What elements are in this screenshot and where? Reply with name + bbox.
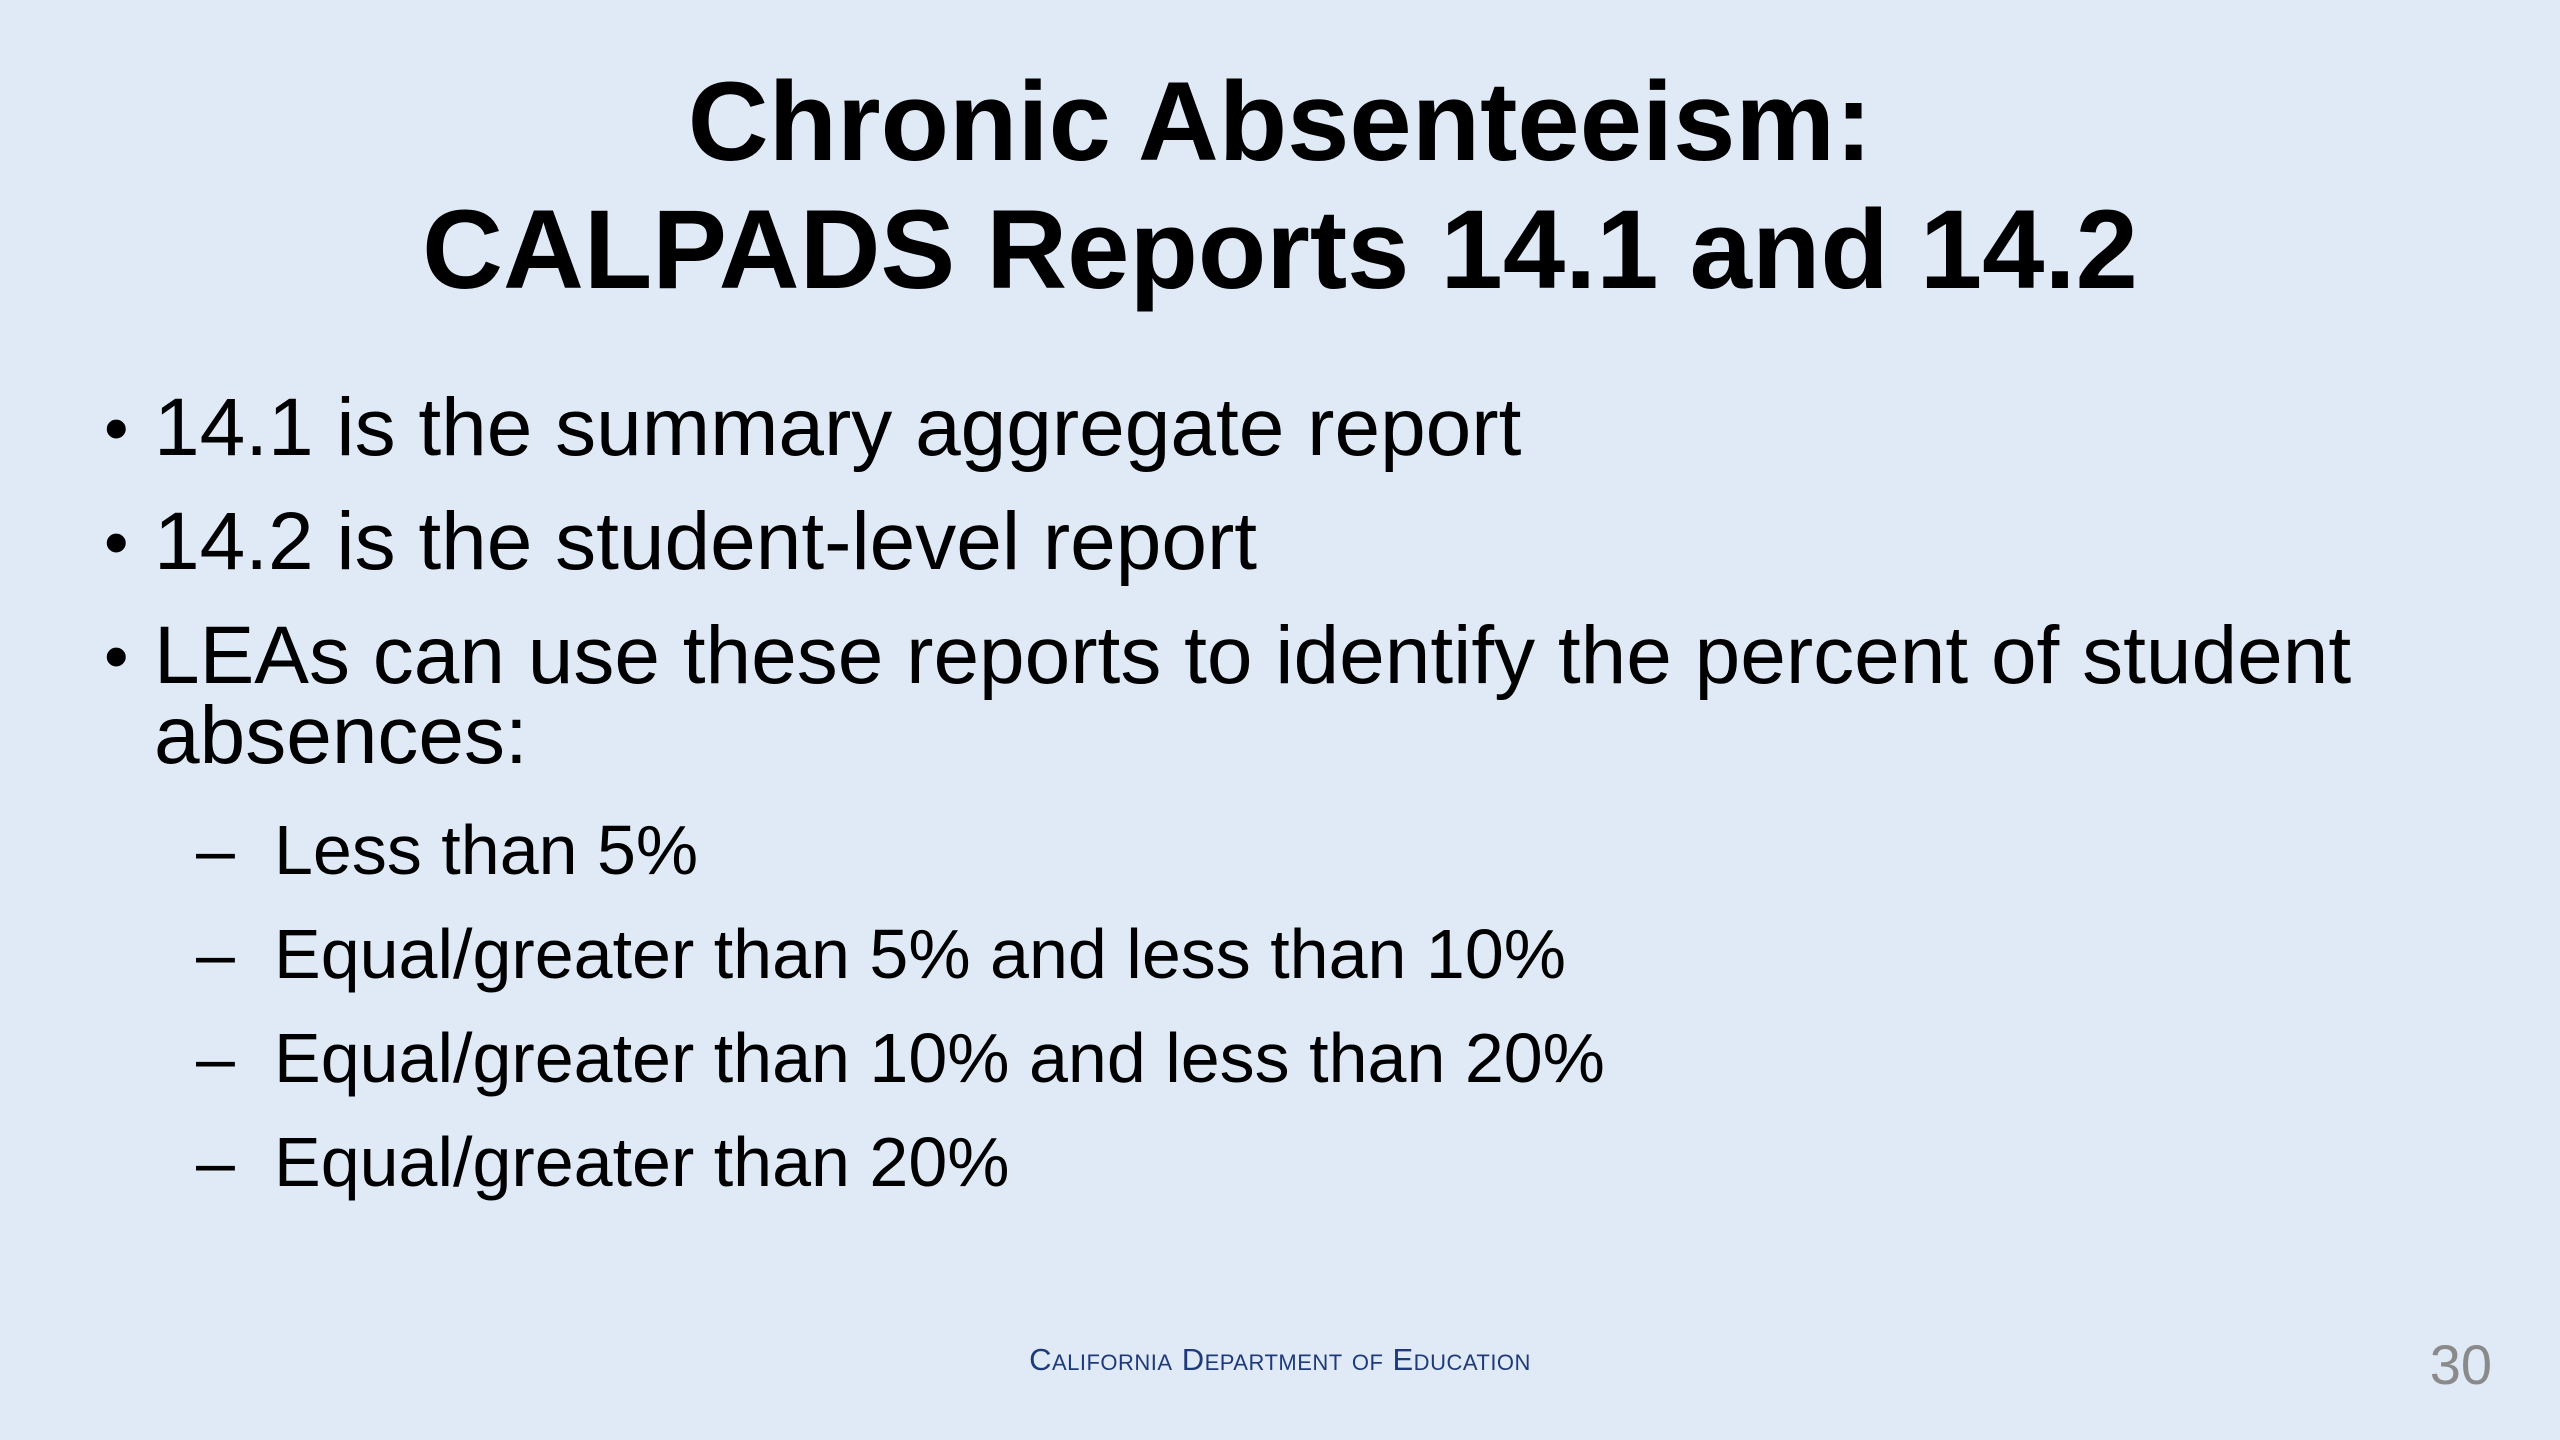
sub-bullet-item: – Equal/greater than 5% and less than 10… bbox=[196, 914, 2396, 1018]
bullet-text: 14.1 is the summary aggregate report bbox=[154, 382, 1522, 473]
slide-title-line-2: CALPADS Reports 14.1 and 14.2 bbox=[422, 187, 2138, 312]
bullet-marker: • bbox=[104, 617, 129, 695]
sub-bullet-item: – Equal/greater than 10% and less than 2… bbox=[196, 1018, 2396, 1122]
bullet-list: • 14.1 is the summary aggregate report •… bbox=[104, 387, 2484, 810]
slide-title-line-1: Chronic Absenteeism: bbox=[687, 59, 1873, 184]
bullet-text: LEAs can use these reports to identify t… bbox=[154, 610, 2352, 781]
bullet-text: 14.2 is the student-level report bbox=[154, 496, 1258, 587]
slide-title: Chronic Absenteeism: CALPADS Reports 14.… bbox=[0, 58, 2560, 314]
sub-bullet-marker: – bbox=[196, 811, 235, 889]
sub-bullet-marker: – bbox=[196, 1019, 235, 1097]
bullet-item: • 14.2 is the student-level report bbox=[104, 501, 2484, 583]
bullet-marker: • bbox=[104, 503, 129, 581]
sub-bullet-text: Equal/greater than 20% bbox=[274, 1123, 1010, 1201]
footer-organization: California Department of Education bbox=[1029, 1342, 1531, 1377]
sub-bullet-marker: – bbox=[196, 915, 235, 993]
sub-bullet-marker: – bbox=[196, 1123, 235, 1201]
bullet-item: • 14.1 is the summary aggregate report bbox=[104, 387, 2484, 469]
sub-bullet-list: – Less than 5% – Equal/greater than 5% a… bbox=[196, 810, 2396, 1226]
sub-bullet-text: Equal/greater than 5% and less than 10% bbox=[274, 915, 1566, 993]
sub-bullet-text: Less than 5% bbox=[274, 811, 699, 889]
sub-bullet-item: – Less than 5% bbox=[196, 810, 2396, 914]
sub-bullet-item: – Equal/greater than 20% bbox=[196, 1122, 2396, 1226]
page-number: 30 bbox=[2429, 1333, 2492, 1396]
bullet-marker: • bbox=[104, 389, 129, 467]
sub-bullet-text: Equal/greater than 10% and less than 20% bbox=[274, 1019, 1605, 1097]
bullet-item: • LEAs can use these reports to identify… bbox=[104, 615, 2484, 777]
